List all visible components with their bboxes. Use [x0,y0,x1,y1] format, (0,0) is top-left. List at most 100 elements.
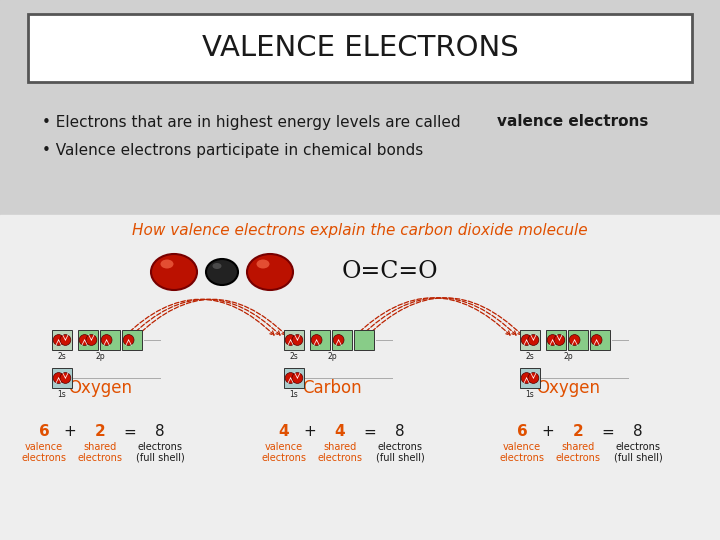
FancyArrowPatch shape [137,299,286,336]
Text: 4: 4 [279,424,289,440]
Text: electrons: electrons [138,442,182,452]
Bar [546,330,566,350]
Bar [100,330,120,350]
Ellipse shape [151,254,197,290]
Circle shape [60,373,71,383]
Text: valence: valence [265,442,303,452]
Text: 6: 6 [517,424,527,440]
Text: .: . [617,114,622,130]
Text: valence electrons: valence electrons [497,114,649,130]
Text: shared: shared [84,442,117,452]
Circle shape [333,335,344,346]
Circle shape [528,335,539,346]
Text: 1s: 1s [58,390,66,399]
Text: Oxygen: Oxygen [68,379,132,397]
Bar [122,330,142,350]
Text: 8: 8 [633,424,643,440]
Bar [520,330,540,350]
Text: =: = [124,424,136,440]
Bar [354,330,374,350]
Text: (full shell): (full shell) [135,453,184,463]
Text: +: + [63,424,76,440]
Text: shared: shared [562,442,595,452]
Text: VALENCE ELECTRONS: VALENCE ELECTRONS [202,34,518,62]
Circle shape [285,335,296,346]
Circle shape [591,335,602,346]
Text: 4: 4 [335,424,346,440]
Text: electrons: electrons [500,453,544,463]
Circle shape [292,335,303,346]
FancyArrowPatch shape [131,299,280,336]
Bar [284,330,304,350]
Text: 8: 8 [156,424,165,440]
Text: electrons: electrons [318,453,362,463]
Text: 6: 6 [39,424,50,440]
Bar [284,368,304,388]
FancyArrowPatch shape [361,298,516,336]
Text: (full shell): (full shell) [613,453,662,463]
Text: 2p: 2p [563,352,573,361]
Circle shape [292,373,303,383]
Text: 1s: 1s [526,390,534,399]
Circle shape [521,373,532,383]
Bar [52,330,72,350]
Circle shape [53,335,64,346]
Text: • Valence electrons participate in chemical bonds: • Valence electrons participate in chemi… [42,143,423,158]
Text: +: + [541,424,554,440]
Text: electrons: electrons [377,442,423,452]
FancyArrowPatch shape [355,298,510,336]
Circle shape [86,335,96,346]
Text: electrons: electrons [556,453,600,463]
FancyArrowPatch shape [367,298,522,336]
Text: valence: valence [25,442,63,452]
Circle shape [528,373,539,383]
Text: electrons: electrons [616,442,660,452]
Ellipse shape [161,260,174,268]
Bar [0,0,720,215]
Text: 2p: 2p [95,352,105,361]
Text: Carbon: Carbon [302,379,362,397]
Text: (full shell): (full shell) [376,453,424,463]
Circle shape [285,373,296,383]
Text: electrons: electrons [261,453,307,463]
Circle shape [102,335,112,346]
Ellipse shape [256,260,269,268]
Text: +: + [304,424,316,440]
Text: 2s: 2s [526,352,534,361]
Text: =: = [364,424,377,440]
Bar [310,330,330,350]
Circle shape [570,335,580,346]
Bar [520,368,540,388]
Ellipse shape [212,263,222,269]
Bar [78,330,98,350]
Text: 8: 8 [395,424,405,440]
Text: =: = [602,424,614,440]
Text: O=C=O: O=C=O [342,260,438,284]
Circle shape [60,335,71,346]
Circle shape [521,335,532,346]
FancyBboxPatch shape [28,14,692,82]
Text: valence: valence [503,442,541,452]
Circle shape [547,335,558,346]
Circle shape [311,335,322,346]
Circle shape [79,335,90,346]
Circle shape [123,335,134,346]
Text: How valence electrons explain the carbon dioxide molecule: How valence electrons explain the carbon… [132,222,588,238]
Bar [332,330,352,350]
Circle shape [53,373,64,383]
Bar [52,368,72,388]
Text: 2p: 2p [327,352,337,361]
Bar [590,330,610,350]
Bar [0,215,720,540]
Text: electrons: electrons [22,453,66,463]
Text: • Electrons that are in highest energy levels are called: • Electrons that are in highest energy l… [42,114,466,130]
Text: Oxygen: Oxygen [536,379,600,397]
Text: shared: shared [323,442,356,452]
Text: 2: 2 [572,424,583,440]
Text: 2: 2 [94,424,105,440]
Text: 1s: 1s [289,390,298,399]
Bar [568,330,588,350]
FancyArrowPatch shape [125,299,274,336]
Text: electrons: electrons [78,453,122,463]
Ellipse shape [247,254,293,290]
